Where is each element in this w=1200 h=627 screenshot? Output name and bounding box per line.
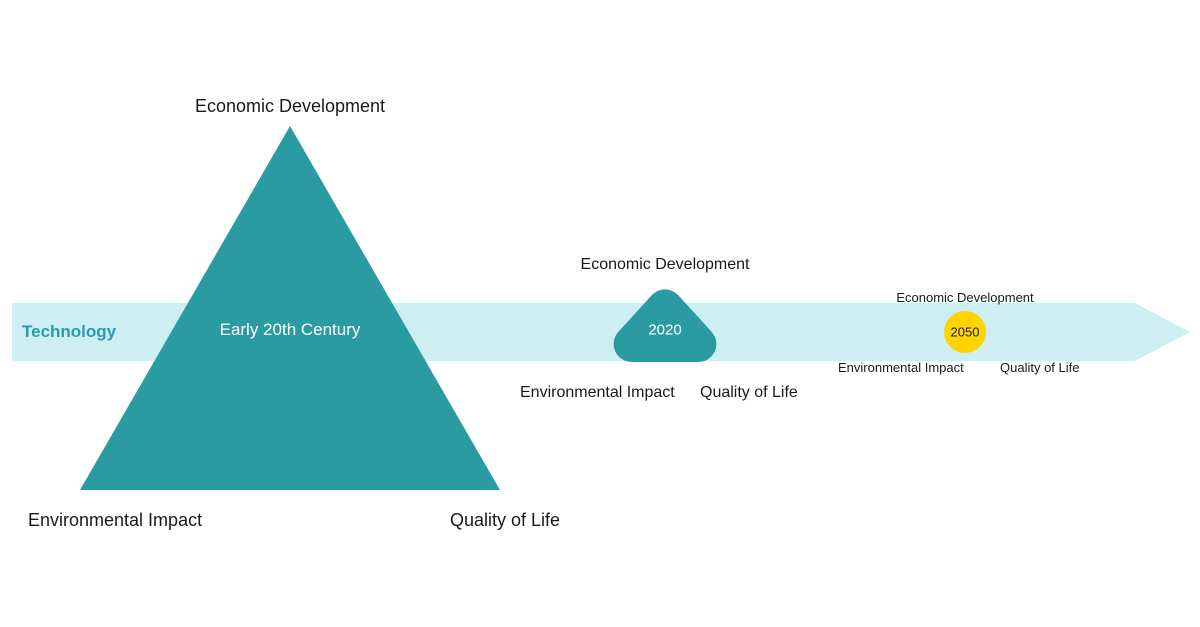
- diagram-stage: Technology Economic DevelopmentEarly 20t…: [0, 0, 1200, 627]
- top-label-y2020: Economic Development: [581, 256, 750, 274]
- center-label-early20c: Early 20th Century: [220, 320, 361, 340]
- center-label-y2020: 2020: [648, 322, 681, 339]
- bottom-right-label-y2050: Quality of Life: [1000, 360, 1080, 375]
- shapes-layer: [0, 0, 1200, 627]
- bottom-left-label-y2050: Environmental Impact: [838, 360, 964, 375]
- bottom-right-label-early20c: Quality of Life: [450, 510, 560, 531]
- triangle-early20c: [80, 126, 500, 490]
- bottom-left-label-y2020: Environmental Impact: [520, 384, 675, 402]
- top-label-y2050: Economic Development: [896, 290, 1033, 305]
- bottom-left-label-early20c: Environmental Impact: [28, 510, 202, 531]
- bottom-right-label-y2020: Quality of Life: [700, 384, 798, 402]
- center-label-y2050: 2050: [951, 325, 980, 340]
- top-label-early20c: Economic Development: [195, 96, 385, 117]
